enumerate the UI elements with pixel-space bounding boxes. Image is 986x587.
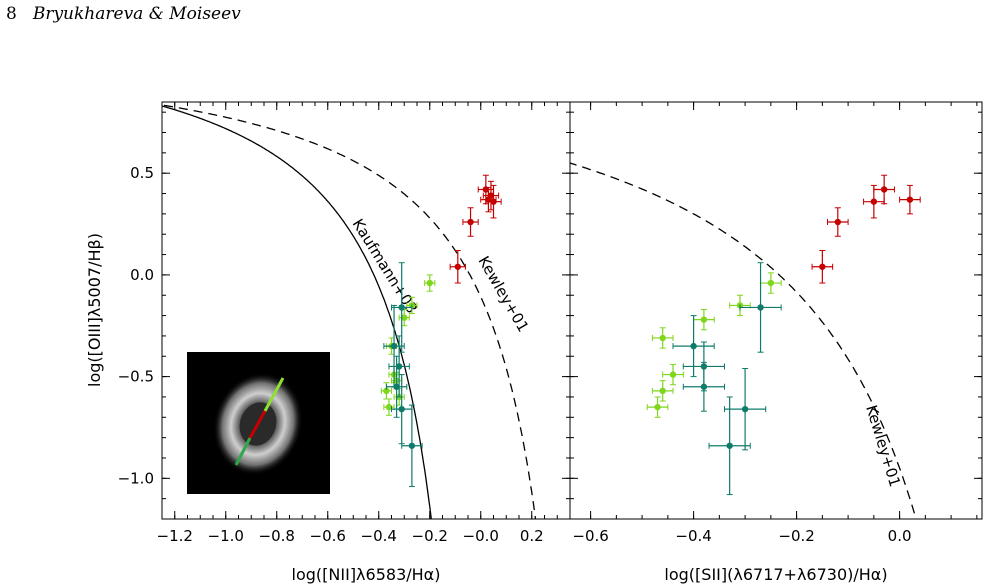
data-point bbox=[398, 304, 405, 311]
ylabel: log([OIII]λ5007/Hβ) bbox=[85, 233, 104, 387]
x-tick-label: −0.4 bbox=[675, 527, 711, 545]
kewley-curve bbox=[570, 162, 917, 519]
kewley-left-label: Kewley+01 bbox=[475, 253, 533, 335]
data-point bbox=[880, 186, 888, 193]
data-point bbox=[654, 403, 661, 411]
data-point bbox=[757, 304, 764, 311]
right-panel-frame bbox=[569, 101, 983, 520]
data-point bbox=[700, 383, 708, 390]
data-point bbox=[819, 263, 826, 270]
x-tick-label: −0.2 bbox=[412, 527, 448, 545]
page-number: 8 bbox=[6, 4, 17, 24]
y-tick-label: 0.0 bbox=[130, 266, 154, 284]
data-point bbox=[393, 383, 400, 390]
y-tick-label: 0.5 bbox=[130, 164, 154, 182]
data-point bbox=[454, 263, 461, 270]
left-xlabel: log([NII]λ6583/Hα) bbox=[292, 565, 441, 584]
x-tick-label: −1.0 bbox=[208, 527, 244, 545]
data-point bbox=[690, 342, 697, 350]
y-tick-label: −0.5 bbox=[118, 368, 154, 386]
data-point bbox=[401, 314, 408, 321]
data-point bbox=[383, 387, 390, 395]
data-point bbox=[398, 405, 405, 413]
data-point bbox=[700, 316, 708, 323]
data-point bbox=[834, 218, 841, 226]
kaufmann-curve bbox=[162, 105, 432, 519]
data-point bbox=[395, 363, 403, 370]
data-point bbox=[726, 442, 733, 449]
y-tick-label: −1.0 bbox=[118, 469, 154, 487]
data-point bbox=[426, 279, 433, 287]
data-point bbox=[669, 371, 677, 378]
x-tick-label: −1.2 bbox=[157, 527, 193, 545]
x-tick-label: −0.6 bbox=[310, 527, 346, 545]
data-point bbox=[408, 442, 416, 449]
x-tick-label: −0.4 bbox=[361, 527, 397, 545]
right-xlabel: log([SII](λ6717+λ6730)/Hα) bbox=[664, 565, 887, 584]
data-point bbox=[906, 196, 914, 203]
data-point bbox=[659, 387, 666, 395]
x-tick-label: 0.2 bbox=[520, 527, 544, 545]
x-tick-label: −0.8 bbox=[259, 527, 295, 545]
data-point bbox=[741, 405, 749, 413]
authors: Bryukhareva & Moiseev bbox=[32, 4, 241, 24]
data-point bbox=[390, 342, 398, 350]
data-point bbox=[485, 196, 492, 203]
right-curves bbox=[570, 162, 917, 519]
page-header: 8 Bryukhareva & Moiseev bbox=[6, 4, 241, 24]
kewley-right-label: Kewley+01 bbox=[862, 403, 904, 489]
x-tick-label: 0.0 bbox=[888, 527, 912, 545]
data-point bbox=[870, 198, 878, 205]
kewley-curve bbox=[162, 104, 537, 519]
data-point bbox=[659, 334, 666, 342]
x-tick-label: −0.0 bbox=[463, 527, 499, 545]
data-point bbox=[385, 403, 393, 411]
galaxy-ring-image bbox=[187, 352, 330, 494]
data-point bbox=[467, 218, 474, 226]
data-point bbox=[767, 279, 775, 287]
left-curves bbox=[162, 104, 537, 519]
x-tick-label: −0.6 bbox=[572, 527, 608, 545]
x-tick-label: −0.2 bbox=[778, 527, 814, 545]
